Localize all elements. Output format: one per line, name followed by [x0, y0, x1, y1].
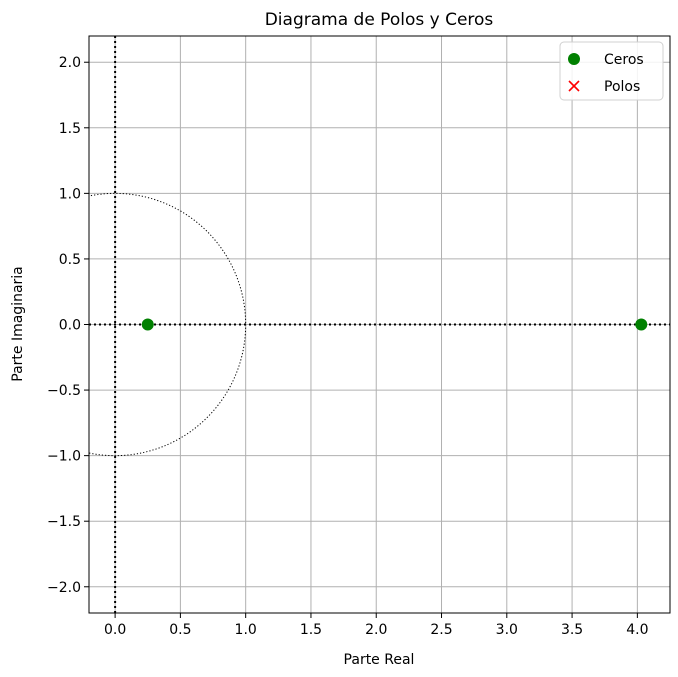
x-tick-label: 3.5: [561, 622, 583, 638]
data-marks: [141, 318, 648, 331]
y-tick-label: 0.5: [59, 252, 81, 268]
legend-label: Ceros: [604, 52, 644, 68]
y-tick-label: −1.5: [47, 514, 81, 530]
x-tick-label: 0.0: [104, 622, 126, 638]
chart-title: Diagrama de Polos y Ceros: [265, 10, 494, 30]
x-tick-label: 3.0: [496, 622, 518, 638]
legend-marker-stroke: [568, 80, 580, 92]
legend-marker-zeros: [568, 53, 580, 65]
y-axis-ticks: 2.0 1.5 1.0 0.5 0.0 −0.5 −1.0 −1.5 −2.0: [47, 55, 89, 596]
x-tick-label: 4.0: [626, 622, 648, 638]
legend-marker-poles: [568, 80, 580, 92]
zero-marker: [141, 318, 154, 331]
zero-marker: [635, 318, 648, 331]
x-axis-label: Parte Real: [344, 652, 415, 668]
y-tick-label: 2.0: [59, 55, 81, 71]
x-tick-label: 1.5: [300, 622, 322, 638]
y-tick-label: −0.5: [47, 383, 81, 399]
x-axis-ticks: 0.0 0.5 1.0 1.5 2.0 2.5 3.0 3.5 4.0: [104, 613, 648, 638]
x-tick-label: 0.5: [169, 622, 191, 638]
y-tick-label: −1.0: [47, 449, 81, 465]
reference-overlays: [89, 36, 670, 613]
x-tick-label: 1.0: [235, 622, 257, 638]
legend-box: [559, 41, 664, 101]
y-axis-label: Parte Imaginaria: [10, 266, 26, 382]
x-tick-label: 2.0: [365, 622, 387, 638]
x-tick-label: 2.5: [430, 622, 452, 638]
y-tick-label: 1.5: [59, 121, 81, 137]
y-tick-label: 0.0: [59, 318, 81, 334]
y-tick-label: 1.0: [59, 186, 81, 202]
legend-label: Polos: [604, 79, 640, 95]
legend: Ceros Polos: [559, 41, 664, 101]
y-tick-label: −2.0: [47, 580, 81, 596]
